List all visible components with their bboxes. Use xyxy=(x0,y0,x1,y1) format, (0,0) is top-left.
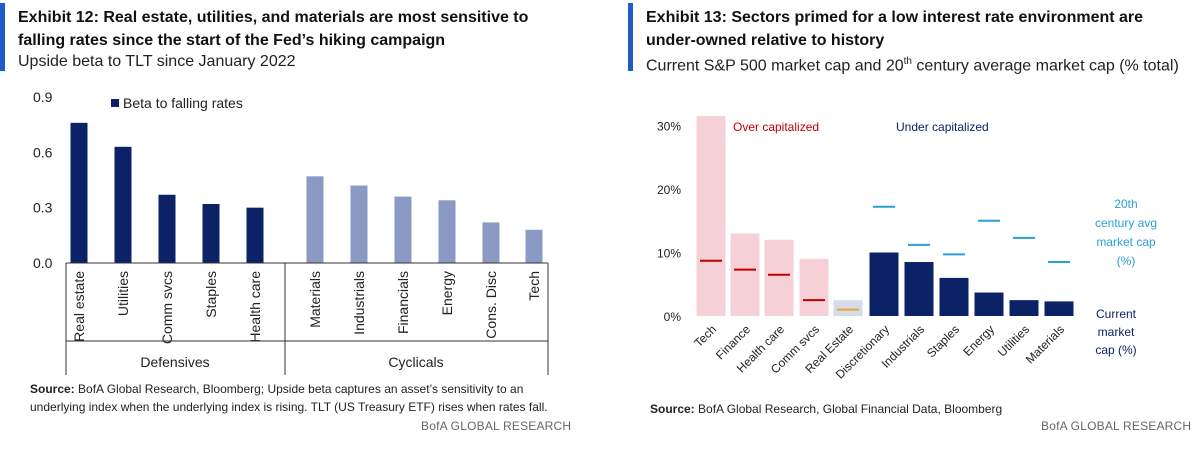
exhibit-13-subtitle-sup: th xyxy=(903,56,912,67)
legend-avg-line: century avg xyxy=(1095,216,1157,230)
bar-real-estate xyxy=(70,122,88,263)
y-tick-label: 0.3 xyxy=(33,200,53,216)
exhibit-13-source-label: Source: xyxy=(650,402,695,416)
legend-avg-line: 20th xyxy=(1114,197,1137,211)
legend-avg-line: (%) xyxy=(1117,254,1136,268)
x-tick-label-real-estate: Real estate xyxy=(71,271,87,342)
x-tick-label-materials: Materials xyxy=(307,271,323,328)
y-tick-label: 30% xyxy=(657,120,681,134)
bar-health-care xyxy=(246,207,264,263)
y-tick-label: 20% xyxy=(657,183,681,197)
exhibit-13-subtitle: Current S&P 500 market cap and 20th cent… xyxy=(646,52,1179,76)
exhibit-13-source: Source: BofA Global Research, Global Fin… xyxy=(650,400,1190,418)
y-tick-label: 0.6 xyxy=(33,144,53,160)
x-tick-label-financials: Financials xyxy=(395,271,411,334)
group-label-defensives: Defensives xyxy=(140,354,209,370)
bar-current-utilities xyxy=(1009,300,1039,316)
bar-current-industrials xyxy=(904,262,934,316)
exhibit-12-panel: Exhibit 12: Real estate, utilities, and … xyxy=(0,0,580,451)
annotation-under-capitalized: Under capitalized xyxy=(896,120,989,134)
exhibit-12-accent-bar xyxy=(0,3,5,71)
bar-current-staples xyxy=(939,277,969,316)
y-tick-label: 0.0 xyxy=(33,255,53,271)
x-tick-label-cons-disc: Cons. Disc xyxy=(483,271,499,339)
y-tick-label: 0% xyxy=(664,310,682,324)
x-tick-label-energy: Energy xyxy=(960,322,997,359)
legend-current-line: cap (%) xyxy=(1095,343,1136,357)
y-tick-label: 0.9 xyxy=(33,89,53,105)
exhibit-13-brand: BofA GLOBAL RESEARCH xyxy=(1041,419,1192,433)
exhibit-13-accent-bar xyxy=(628,3,633,71)
legend-current-line: market xyxy=(1098,325,1135,339)
bar-current-energy xyxy=(974,292,1004,316)
bar-current-health-care xyxy=(764,239,794,316)
x-tick-label-materials: Materials xyxy=(1023,322,1067,366)
exhibit-12-brand: BofA GLOBAL RESEARCH xyxy=(421,419,572,433)
bar-energy xyxy=(438,200,456,263)
x-tick-label-comm-svcs: Comm svcs xyxy=(159,271,175,344)
x-tick-label-industrials: Industrials xyxy=(351,271,367,335)
bar-utilities xyxy=(114,146,132,263)
exhibit-12-chart: 0.9 0.6 0.3 0.0 Beta to falling rates Real es… xyxy=(33,89,549,375)
exhibit-13-panel: Exhibit 13: Sectors primed for a low int… xyxy=(628,0,1202,451)
group-label-cyclicals: Cyclicals xyxy=(388,354,443,370)
bar-materials xyxy=(306,176,324,263)
bar-current-tech xyxy=(696,115,726,316)
bar-current-comm-svcs xyxy=(799,258,829,316)
x-tick-label-staples: Staples xyxy=(924,322,962,360)
exhibit-12-title: Exhibit 12: Real estate, utilities, and … xyxy=(18,9,529,49)
x-tick-label-staples: Staples xyxy=(203,271,219,318)
annotation-over-capitalized: Over capitalized xyxy=(733,120,819,134)
exhibit-12-source-label: Source: xyxy=(30,382,75,396)
bar-financials xyxy=(394,196,412,263)
x-tick-label-tech: Tech xyxy=(526,271,542,301)
exhibit-13-subtitle-pre: Current S&P 500 market cap and 20 xyxy=(646,57,904,75)
bar-cons-disc xyxy=(482,222,500,263)
x-tick-label-utilities: Utilities xyxy=(115,271,131,316)
bar-current-materials xyxy=(1044,301,1074,316)
x-tick-label-health-care: Health care xyxy=(247,271,263,343)
bar-staples xyxy=(202,203,220,263)
exhibit-12-source: Source: BofA Global Research, Bloomberg;… xyxy=(30,380,570,416)
legend-swatch xyxy=(111,99,119,107)
y-tick-label: 10% xyxy=(657,247,681,261)
bar-comm-svcs xyxy=(158,194,176,263)
exhibit-12-subtitle: Upside beta to TLT since January 2022 xyxy=(18,53,296,70)
bar-current-finance xyxy=(730,233,760,316)
x-tick-label-tech: Tech xyxy=(691,322,719,350)
exhibit-12-source-text: BofA Global Research, Bloomberg; Upside … xyxy=(30,382,548,414)
x-tick-label-energy: Energy xyxy=(439,271,455,315)
bar-current-real-estate xyxy=(833,300,863,316)
exhibit-13-subtitle-post: century average market cap (% total) xyxy=(911,57,1179,75)
legend-label: Beta to falling rates xyxy=(123,95,243,111)
bar-industrials xyxy=(350,185,368,263)
exhibit-13-source-text: BofA Global Research, Global Financial D… xyxy=(694,402,1003,416)
exhibit-13-title: Exhibit 13: Sectors primed for a low int… xyxy=(646,9,1144,49)
legend-current-line: Current xyxy=(1096,307,1137,321)
bar-tech xyxy=(525,229,543,263)
bar-current-discretionary xyxy=(869,252,899,316)
legend-avg-line: market cap xyxy=(1096,235,1156,249)
